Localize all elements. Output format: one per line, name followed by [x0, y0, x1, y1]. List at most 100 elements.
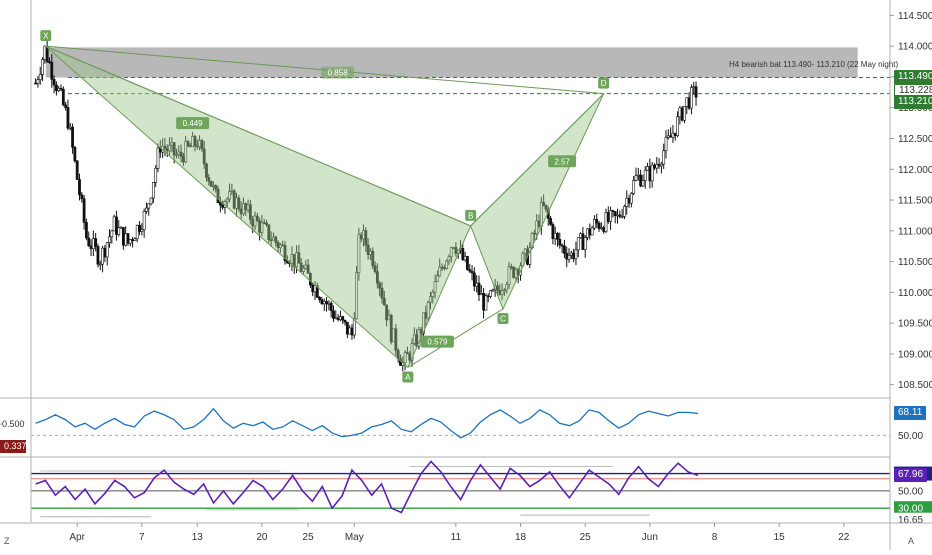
candle-body: [447, 256, 451, 262]
candle-body: [128, 239, 132, 244]
candle-body: [366, 244, 370, 255]
candle-body: [117, 227, 121, 235]
candle-body: [202, 148, 206, 165]
candle-body: [156, 147, 160, 169]
candle-body: [151, 182, 155, 199]
candle-body: [145, 207, 148, 212]
candle-body: [147, 203, 151, 209]
candle-body: [507, 266, 511, 285]
candle-body: [690, 87, 693, 109]
candle-body: [322, 301, 326, 305]
candle-body: [646, 166, 649, 171]
candle-body: [334, 317, 338, 320]
candle-body: [327, 302, 331, 305]
candle-body: [574, 249, 578, 260]
candle-body: [676, 116, 679, 136]
time-tick-label: Apr: [69, 532, 85, 543]
candle-body: [449, 247, 453, 258]
candle-body: [339, 316, 342, 320]
candle-body: [505, 284, 509, 291]
candle-body: [445, 260, 449, 269]
price-tick-label: 112.500: [898, 134, 932, 145]
candle-body: [82, 198, 86, 223]
time-tick-label: 15: [774, 532, 786, 543]
rsi-line: [35, 407, 698, 439]
candle-body: [436, 275, 439, 282]
candle-body: [52, 79, 56, 86]
candle-body: [597, 222, 601, 229]
candle-body: [66, 107, 70, 129]
candle-body: [43, 45, 47, 60]
candle-body: [154, 168, 158, 183]
candle-body: [115, 216, 118, 235]
price-tick-label: 109.500: [898, 319, 932, 330]
candle-body: [616, 214, 619, 217]
candle-body: [85, 222, 88, 239]
candle-body: [179, 151, 183, 157]
candle-body: [96, 246, 100, 265]
candle-body: [528, 247, 532, 265]
watermark-right: A: [908, 536, 914, 546]
candle-body: [502, 289, 506, 292]
point-label-x: X: [43, 32, 49, 41]
candle-body: [581, 233, 585, 250]
candle-body: [71, 126, 74, 148]
candle-body: [468, 269, 472, 272]
candle-body: [260, 222, 264, 233]
candle-body: [355, 272, 358, 320]
candle-body: [588, 228, 592, 236]
candle-body: [569, 252, 573, 256]
candle-body: [216, 188, 220, 204]
bat-pattern-drawing: X A B C D 0.449 0.579 2.57 0.858: [40, 30, 610, 383]
candle-body: [343, 319, 347, 323]
candle-body: [678, 107, 682, 118]
prz-zone: [45, 47, 858, 78]
candle-body: [613, 211, 617, 216]
candle-body: [553, 232, 557, 239]
candle-body: [382, 297, 386, 306]
candle-body: [417, 329, 421, 347]
candle-body: [214, 184, 218, 190]
point-label-a: A: [405, 373, 411, 382]
price-tick-label: 108.500: [898, 380, 932, 391]
candle-body: [302, 267, 305, 272]
price-tick-label: 110.500: [898, 257, 932, 268]
price-tick-label: 112.000: [898, 165, 932, 176]
rsi-value-tag: 68.11: [894, 406, 927, 421]
candle-body: [140, 229, 144, 232]
candle-body: [175, 154, 178, 156]
candle-body: [200, 140, 204, 150]
candle-body: [623, 206, 626, 217]
candle-body: [692, 86, 696, 88]
candle-body: [38, 74, 42, 80]
candle-body: [604, 212, 608, 232]
candle-body: [119, 227, 123, 229]
candle-body: [694, 86, 698, 98]
time-tick-label: Jun: [642, 532, 658, 543]
candle-body: [57, 88, 61, 92]
candle-body: [620, 216, 624, 218]
time-tick-label: 18: [515, 532, 527, 543]
candle-body: [283, 245, 287, 261]
candle-body: [666, 135, 670, 138]
candle-body: [371, 250, 375, 267]
ratio-label-bg: [321, 66, 355, 79]
candle-body: [375, 271, 379, 284]
candle-body: [590, 227, 594, 236]
candle-body: [653, 164, 656, 169]
point-label-bg: [598, 77, 610, 89]
candle-body: [484, 295, 488, 311]
candle-body: [482, 293, 485, 311]
candle-body: [470, 270, 474, 274]
candle-body: [73, 146, 77, 162]
candle-body: [345, 321, 349, 335]
candle-body: [91, 238, 95, 249]
candle-body: [438, 266, 442, 277]
candle-body: [433, 281, 437, 293]
candle-body: [486, 295, 490, 298]
candle-body: [556, 232, 559, 240]
ratio-label: 0.858: [328, 69, 349, 78]
candle-body: [205, 163, 208, 178]
stoch-level-tag-bg: [894, 501, 932, 516]
